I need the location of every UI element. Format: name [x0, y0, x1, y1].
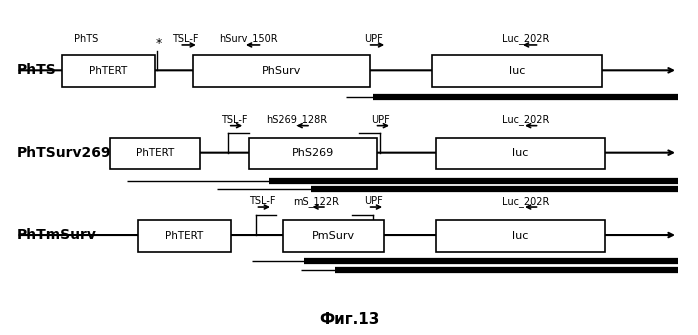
Bar	[436, 138, 605, 169]
Text: UPF: UPF	[371, 115, 389, 125]
Bar	[110, 138, 200, 169]
Bar	[283, 220, 384, 252]
Bar	[193, 56, 370, 87]
Text: TSL-F: TSL-F	[221, 115, 248, 125]
Text: hSurv_150R: hSurv_150R	[219, 34, 278, 45]
Text: PhTS: PhTS	[74, 34, 98, 44]
Text: luc: luc	[512, 148, 528, 158]
Bar	[138, 220, 231, 252]
Text: PhTS: PhTS	[17, 63, 57, 77]
Text: PhTmSurv: PhTmSurv	[17, 228, 96, 242]
Text: Luc_202R: Luc_202R	[502, 114, 549, 125]
Text: UPF: UPF	[364, 34, 383, 44]
Text: mS_122R: mS_122R	[292, 196, 339, 207]
Text: PhSurv: PhSurv	[262, 66, 301, 76]
Bar	[248, 138, 377, 169]
Text: TSL-F: TSL-F	[172, 34, 198, 44]
Text: UPF: UPF	[364, 196, 383, 206]
Text: PmSurv: PmSurv	[312, 231, 355, 241]
Text: PhTSurv269: PhTSurv269	[17, 146, 111, 160]
Text: *: *	[156, 38, 162, 51]
Bar	[61, 56, 155, 87]
Text: luc: luc	[512, 231, 528, 241]
Text: PhTERT: PhTERT	[165, 231, 204, 241]
Text: PhTERT: PhTERT	[89, 66, 128, 76]
Text: hS269_128R: hS269_128R	[267, 114, 327, 125]
Text: Luc_202R: Luc_202R	[502, 34, 549, 45]
Bar	[436, 220, 605, 252]
Text: PhTERT: PhTERT	[136, 148, 174, 158]
Text: Luc_202R: Luc_202R	[502, 196, 549, 207]
Text: TSL-F: TSL-F	[249, 196, 276, 206]
Text: Фиг.13: Фиг.13	[319, 312, 379, 327]
Bar	[432, 56, 602, 87]
Text: PhS269: PhS269	[292, 148, 334, 158]
Text: luc: luc	[509, 66, 525, 76]
